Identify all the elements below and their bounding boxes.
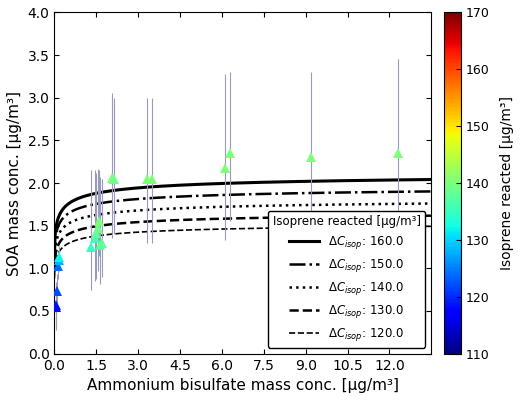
Y-axis label: SOA mass conc. [μg/m³]: SOA mass conc. [μg/m³] xyxy=(7,90,22,276)
Y-axis label: Isoprene reacted [μg/m³]: Isoprene reacted [μg/m³] xyxy=(500,96,514,270)
Legend: $\Delta C_{isop}$: 160.0, $\Delta C_{isop}$: 150.0, $\Delta C_{isop}$: 140.0, $\: $\Delta C_{isop}$: 160.0, $\Delta C_{iso… xyxy=(268,211,425,348)
X-axis label: Ammonium bisulfate mass conc. [μg/m³]: Ammonium bisulfate mass conc. [μg/m³] xyxy=(87,378,399,393)
